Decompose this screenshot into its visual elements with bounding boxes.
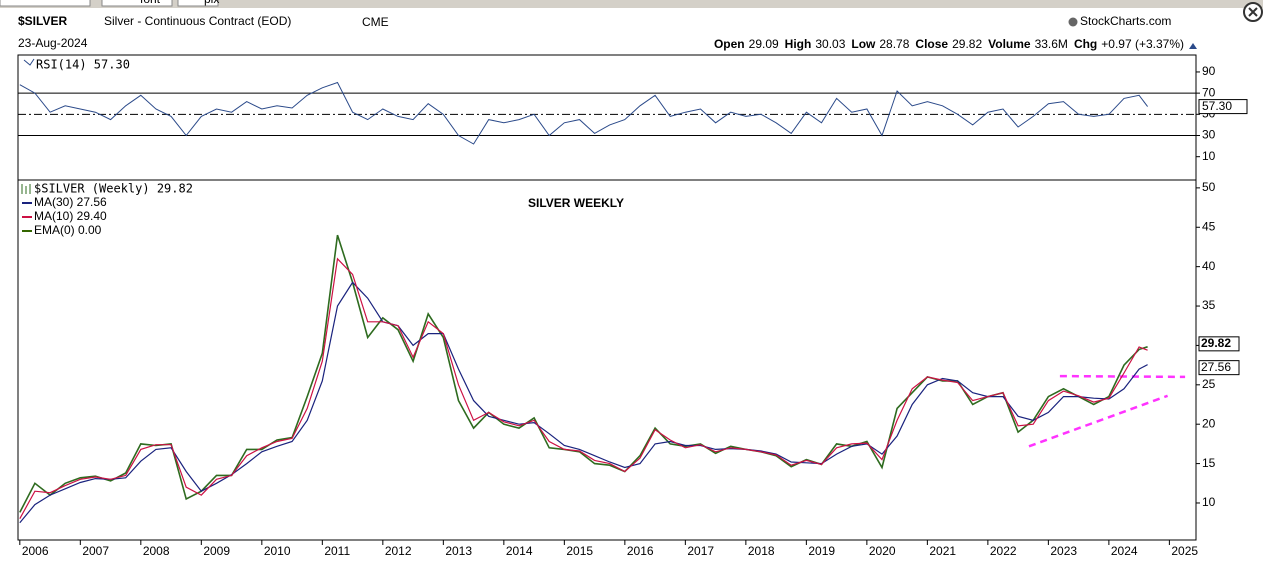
legend-label: MA(30) 27.56	[34, 195, 107, 209]
exchange: CME	[362, 15, 389, 29]
series-line	[19, 257, 1148, 519]
x-tick-label: 2012	[385, 544, 412, 558]
x-tick-label: 2025	[1171, 544, 1198, 558]
x-tick-label: 2021	[929, 544, 956, 558]
x-tick-label: 2024	[1111, 544, 1138, 558]
x-tick-label: 2019	[808, 544, 835, 558]
x-tick-label: 2015	[566, 544, 593, 558]
series-line	[19, 234, 1148, 513]
series-line	[19, 81, 1148, 145]
toolbar-label: font	[140, 0, 161, 6]
quote-value: 29.82	[952, 37, 982, 51]
y-tick-label: 30	[1202, 128, 1216, 142]
source-logo	[1068, 17, 1078, 27]
toolbar	[0, 0, 1263, 8]
panel-icon	[23, 58, 35, 66]
value-tag	[1198, 99, 1248, 115]
panel-title: RSI(14) 57.30	[36, 58, 130, 72]
value-tag-label: 29.82	[1201, 336, 1231, 350]
x-tick-label: 2006	[22, 544, 49, 558]
panel-frame	[17, 54, 1197, 181]
annotation: SILVER WEEKLY	[528, 196, 624, 210]
trendline	[1028, 394, 1169, 448]
y-tick-label: 70	[1202, 85, 1216, 99]
x-tick-label: 2016	[627, 544, 654, 558]
toolbar-label: pix	[204, 0, 219, 6]
x-tick-label: 2008	[143, 544, 170, 558]
x-tick-label: 2017	[687, 544, 714, 558]
y-tick-label: 10	[1202, 495, 1216, 509]
x-tick-label: 2023	[1050, 544, 1077, 558]
y-tick-label: 90	[1202, 64, 1216, 78]
instrument-name: Silver - Continuous Contract (EOD)	[104, 14, 291, 28]
x-tick-label: 2014	[506, 544, 533, 558]
change-arrow	[1189, 43, 1197, 49]
y-tick-label: 25	[1202, 377, 1216, 391]
value-tag	[1198, 336, 1240, 352]
legend-label: EMA(0) 0.00	[34, 223, 102, 237]
toolbar-input[interactable]	[0, 0, 91, 7]
y-tick-label: 20	[1202, 416, 1216, 430]
quote-line: Open 29.09 High 30.03 Low 28.78 Close 29.82 Volu…	[714, 37, 1184, 51]
value-tag-label: 57.30	[1202, 99, 1232, 113]
quote-label: Open	[714, 37, 745, 51]
legend-label: MA(10) 29.40	[34, 209, 107, 223]
close-icon	[1248, 7, 1258, 17]
legend-label: $SILVER (Weekly) 29.82	[34, 182, 193, 196]
series-line	[19, 281, 1148, 524]
quote-value: 29.09	[749, 37, 779, 51]
toolbar-input[interactable]	[177, 0, 219, 7]
x-tick-label: 2010	[264, 544, 291, 558]
quote-value: 28.78	[879, 37, 909, 51]
quote-value: 30.03	[815, 37, 845, 51]
x-tick-label: 2007	[82, 544, 109, 558]
quote-label: Low	[851, 37, 876, 51]
x-tick-label: 2009	[203, 544, 230, 558]
y-tick-label: 45	[1202, 219, 1216, 233]
y-tick-label: 50	[1202, 180, 1216, 194]
x-tick-label: 2011	[324, 544, 350, 558]
source: StockCharts.com	[1080, 14, 1171, 28]
ticker: $SILVER	[18, 14, 67, 28]
quote-value: 33.6M	[1035, 37, 1068, 51]
x-tick-label: 2018	[748, 544, 775, 558]
x-tick-label: 2020	[869, 544, 896, 558]
quote-label: Close	[915, 37, 948, 51]
quote-label: High	[785, 37, 812, 51]
panel-frame	[17, 179, 1197, 541]
y-tick-label: 10	[1202, 149, 1216, 163]
quote-value: +0.97 (+3.37%)	[1101, 37, 1184, 51]
x-tick-label: 2022	[990, 544, 1017, 558]
y-tick-label: 40	[1202, 259, 1216, 273]
x-tick-label: 2013	[445, 544, 472, 558]
value-tag	[1198, 360, 1240, 376]
legend-icon	[21, 184, 31, 194]
y-tick-label: 15	[1202, 456, 1216, 470]
toolbar-input[interactable]	[101, 0, 173, 7]
y-tick-label: 35	[1202, 298, 1216, 312]
quote-label: Volume	[988, 37, 1031, 51]
quote-label: Chg	[1074, 37, 1097, 51]
date: 23-Aug-2024	[18, 36, 88, 50]
value-tag-label: 27.56	[1201, 360, 1231, 374]
